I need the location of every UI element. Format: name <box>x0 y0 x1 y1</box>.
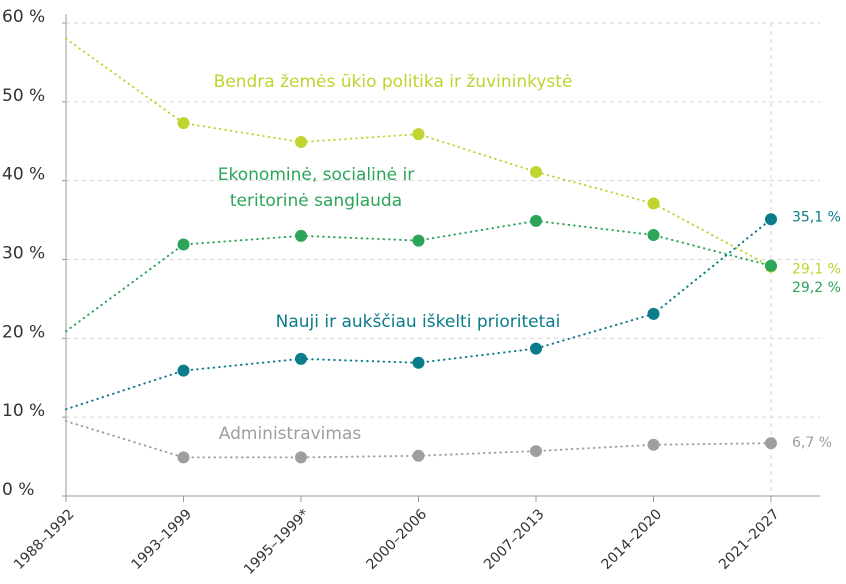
y-tick-label: 10 % <box>2 401 45 421</box>
data-point <box>412 234 425 247</box>
data-point <box>177 451 190 464</box>
data-point <box>530 214 542 227</box>
data-point <box>530 342 542 355</box>
data-point <box>765 259 777 272</box>
y-tick-label: 40 % <box>2 165 45 185</box>
y-tick-label: 30 % <box>2 244 45 264</box>
value-label: 29,1 % <box>792 262 841 278</box>
y-tick-label: 60 % <box>2 7 45 27</box>
data-point <box>295 451 307 464</box>
value-label: 35,1 % <box>792 209 841 225</box>
value-label: 6,7 % <box>792 435 832 451</box>
data-point <box>295 136 307 149</box>
x-tick-label: 2021–2027 <box>716 506 783 573</box>
data-point <box>295 229 307 242</box>
value-label: 29,2 % <box>792 280 841 296</box>
data-point <box>647 229 660 242</box>
data-point <box>295 352 307 365</box>
y-tick-label: 50 % <box>2 86 45 106</box>
x-tick-label: 2007–2013 <box>481 506 548 573</box>
data-point <box>765 213 777 226</box>
data-point <box>530 445 542 458</box>
series-name-label: Nauji ir aukščiau iškelti prioritetai <box>275 312 561 332</box>
data-point <box>412 356 425 369</box>
y-tick-label: 0 % <box>2 480 34 500</box>
data-point <box>647 438 660 451</box>
data-point <box>530 165 542 178</box>
data-point <box>177 117 190 130</box>
series-name-label: Administravimas <box>218 424 362 444</box>
data-point <box>412 128 425 141</box>
x-tick-label: 1988–1992 <box>11 506 78 573</box>
series-name-label: Bendra žemės ūkio politika ir žuvininkys… <box>213 72 573 92</box>
data-point <box>765 437 777 450</box>
x-tick-label: 2014–2020 <box>599 506 666 573</box>
data-point <box>177 238 190 251</box>
x-tick-label: 2000–2006 <box>364 506 431 573</box>
data-point <box>412 449 425 462</box>
data-point <box>647 307 660 320</box>
x-tick-label: 1995–1999* <box>241 506 313 578</box>
data-point <box>177 364 190 377</box>
data-point <box>647 197 660 210</box>
series-name-label: Ekonominė, socialinė ir teritorinė sangl… <box>217 165 415 211</box>
y-tick-label: 20 % <box>2 322 45 342</box>
x-tick-label: 1993–1999 <box>129 506 196 573</box>
